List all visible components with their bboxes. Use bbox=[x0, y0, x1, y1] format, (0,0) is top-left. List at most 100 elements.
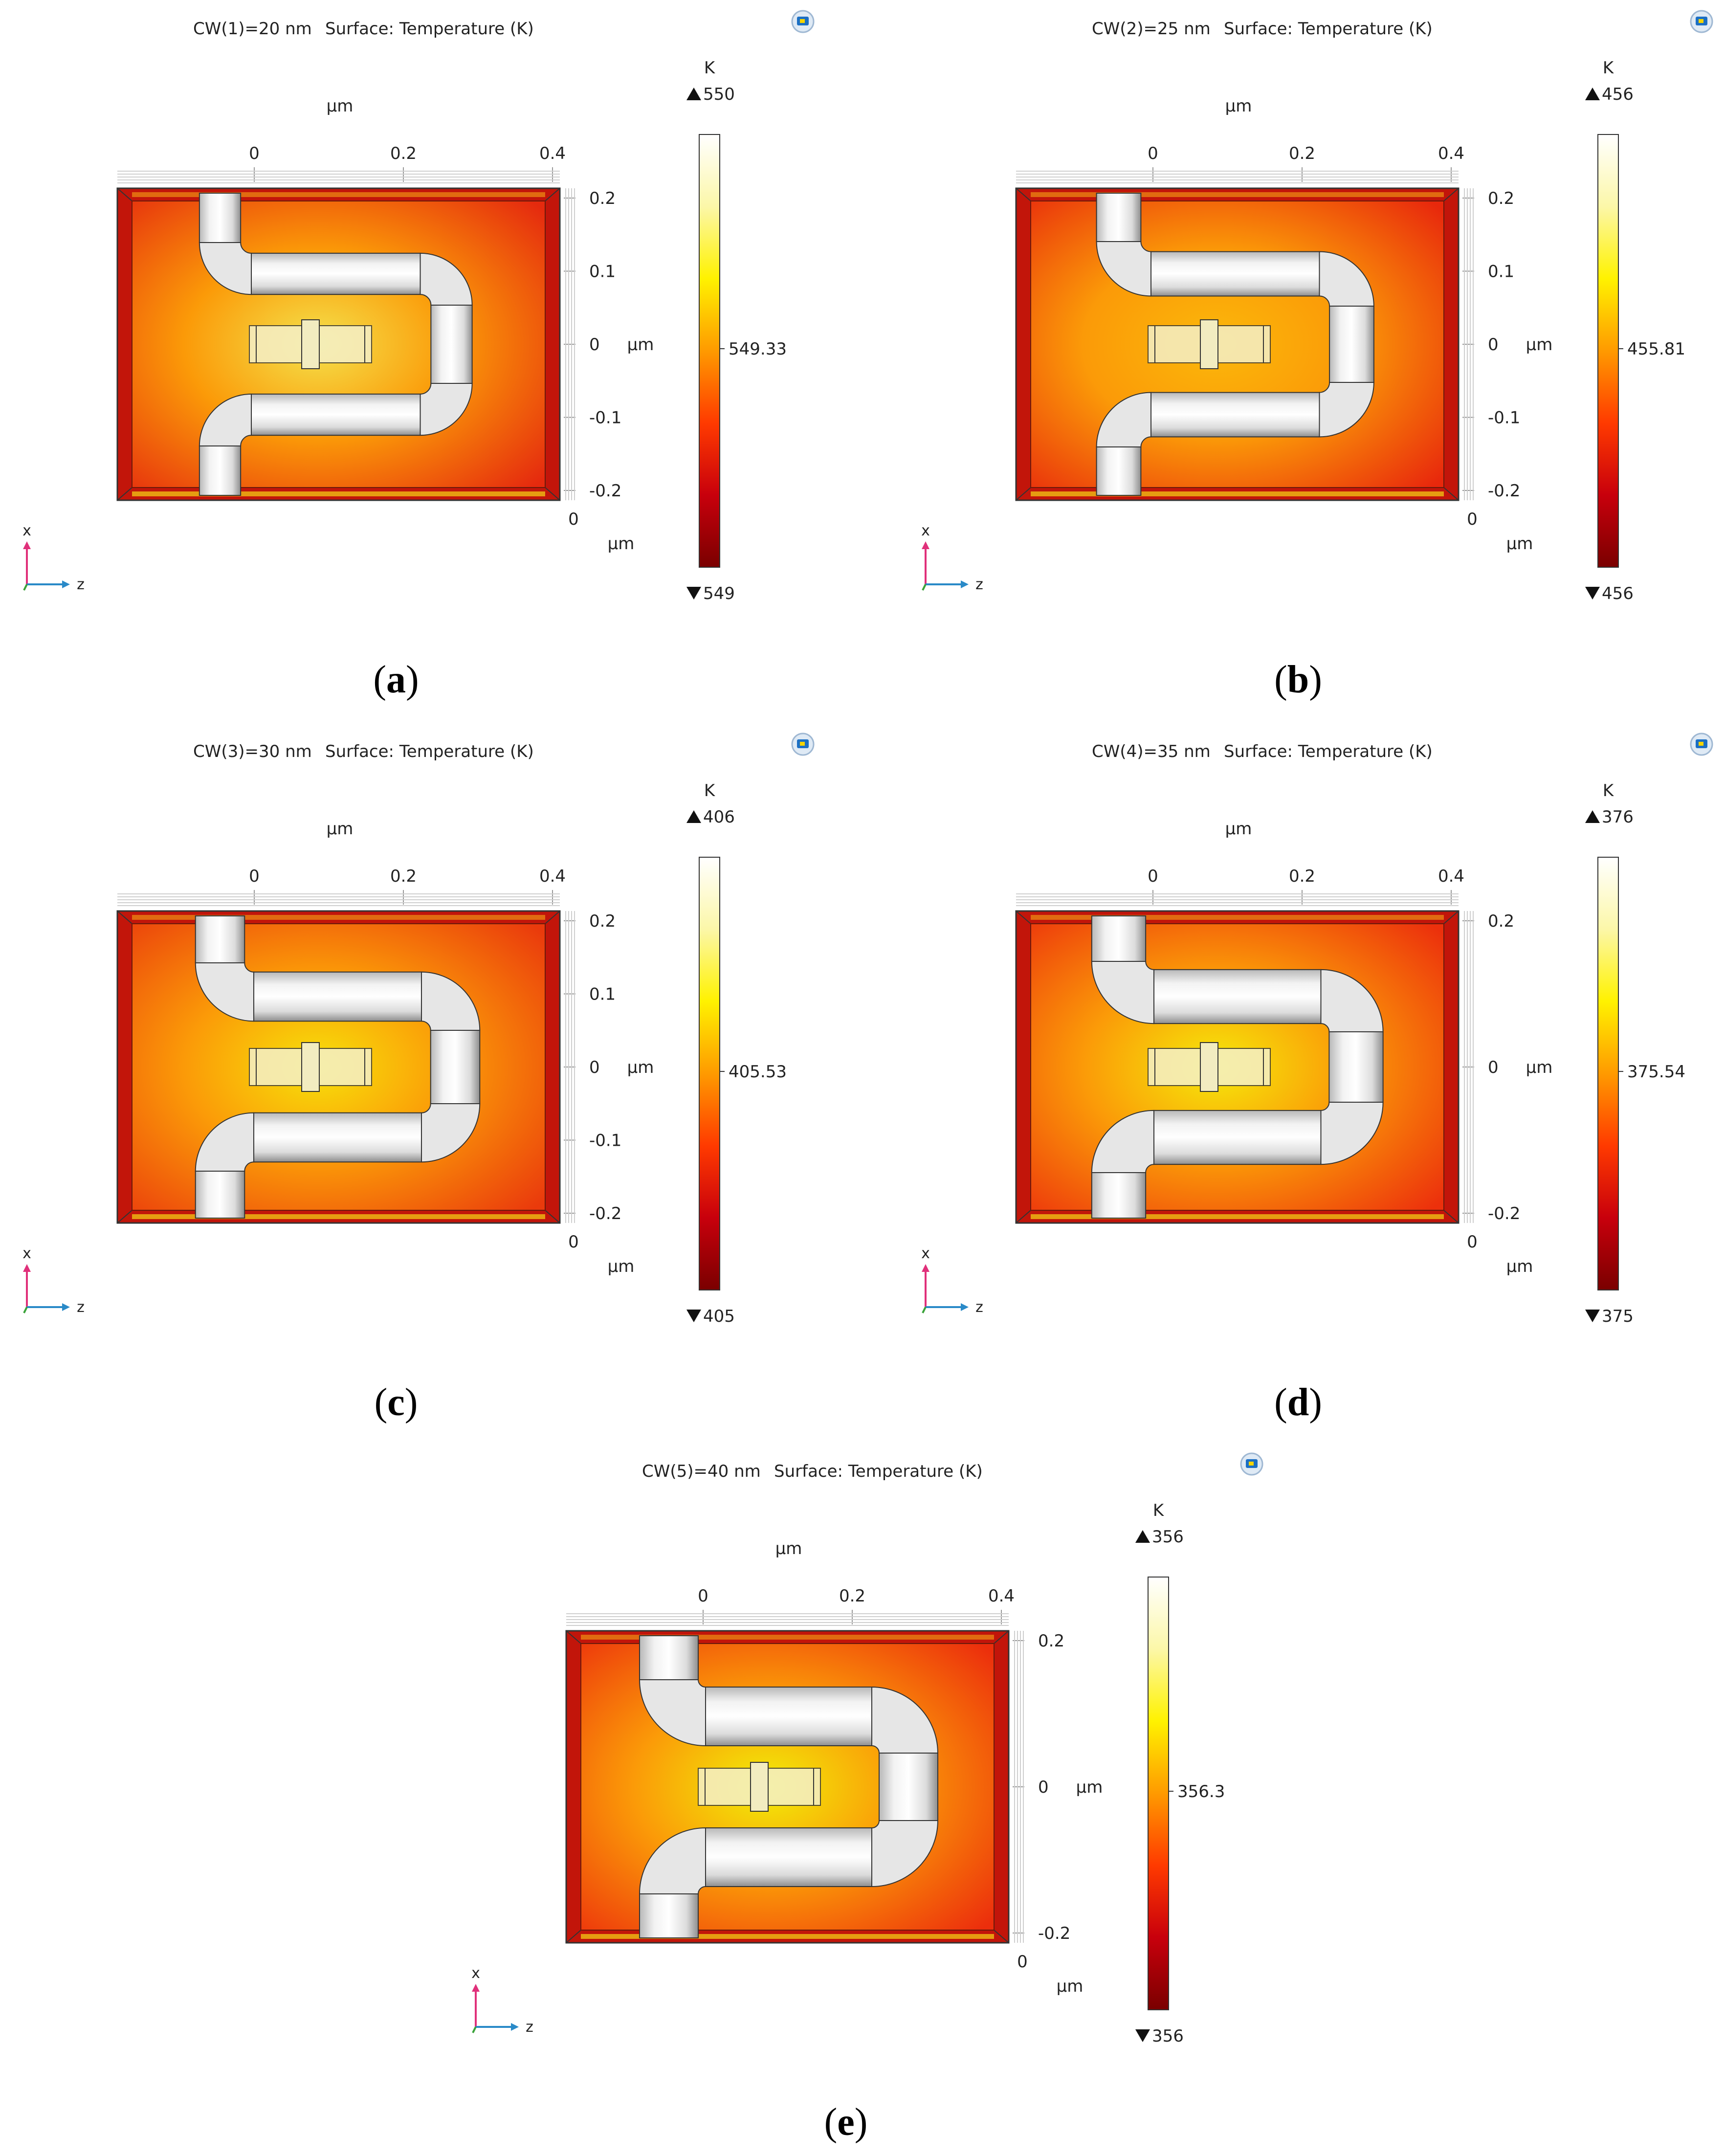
bevel-edge bbox=[1443, 487, 1459, 501]
panel-caption: (d) bbox=[1200, 1380, 1396, 1425]
parameter-label: CW(3)=30 nm bbox=[193, 742, 312, 761]
caption-open-paren: ( bbox=[373, 658, 386, 701]
x-axis-unit: μm bbox=[627, 1058, 654, 1077]
plot-title: Surface: Temperature (K) bbox=[774, 1462, 983, 1481]
caption-letter: e bbox=[837, 2101, 855, 2144]
colorbar-max-label: 406 bbox=[703, 807, 735, 827]
gate-contact bbox=[301, 1042, 320, 1092]
wire-segment bbox=[195, 1171, 245, 1219]
triad-z-label: z bbox=[77, 1299, 85, 1316]
bevel-edge bbox=[1443, 1210, 1459, 1223]
wire-segment bbox=[1150, 392, 1320, 438]
x-axis-unit: μm bbox=[1526, 335, 1553, 355]
x-axis-unit-bottom: μm bbox=[608, 534, 635, 554]
caption-letter: a bbox=[386, 658, 406, 701]
caption-letter: b bbox=[1287, 658, 1309, 701]
wire-segment bbox=[1096, 193, 1142, 242]
bevel-edge bbox=[117, 487, 133, 501]
inner-edge bbox=[1030, 200, 1444, 488]
caption-close-paren: ) bbox=[854, 2101, 868, 2144]
wire-segment bbox=[1329, 306, 1374, 383]
wire-segment bbox=[199, 445, 242, 496]
bevel-edge bbox=[994, 1630, 1009, 1644]
z-tick-label: 0 bbox=[1148, 867, 1158, 886]
triad-x-arrow-icon bbox=[472, 1984, 480, 1992]
wire-segment bbox=[195, 915, 245, 963]
z-tick-label: 0.4 bbox=[539, 867, 566, 886]
plot-title: Surface: Temperature (K) bbox=[1224, 742, 1433, 761]
wire-bend bbox=[639, 1679, 706, 1747]
max-triangle-icon bbox=[1135, 1530, 1150, 1543]
x-tick-label: -0.2 bbox=[589, 1204, 621, 1223]
caption-open-paren: ( bbox=[1274, 658, 1287, 701]
inner-edge bbox=[1030, 923, 1444, 1211]
triad-z-arrow-icon bbox=[62, 580, 70, 588]
z-tick-label: 0.4 bbox=[539, 144, 566, 163]
x-tick-label: 0.1 bbox=[589, 985, 616, 1004]
panel-plot: CW(1)=20 nm Surface: Temperature (K) μm 0 0.… bbox=[22, 10, 815, 603]
panel-caption: (a) bbox=[298, 658, 494, 702]
wire-bend bbox=[199, 242, 252, 295]
colorbar-max-label: 456 bbox=[1602, 85, 1634, 104]
max-triangle-icon bbox=[686, 88, 701, 100]
wire-bend bbox=[1320, 969, 1384, 1032]
x-tick-label: 0.2 bbox=[1038, 1631, 1064, 1651]
triad-z-label: z bbox=[526, 2019, 533, 2036]
triad-z-label: z bbox=[975, 576, 983, 593]
caption-open-paren: ( bbox=[1274, 1381, 1287, 1424]
bevel-edge bbox=[1016, 188, 1031, 201]
triad-x-arrow-icon bbox=[23, 1264, 31, 1272]
comsol-icon bbox=[1690, 10, 1713, 33]
bevel-edge bbox=[1016, 1210, 1031, 1223]
panel-plot: CW(3)=30 nm Surface: Temperature (K) μm 0 0.… bbox=[22, 733, 815, 1326]
colorbar bbox=[1148, 1577, 1169, 2010]
triad-y-axis bbox=[922, 584, 927, 591]
max-triangle-icon bbox=[1585, 88, 1600, 100]
wire-segment bbox=[1091, 1172, 1147, 1219]
wire-segment bbox=[1091, 915, 1147, 962]
triad-x-label: x bbox=[22, 522, 31, 539]
bevel-edge bbox=[117, 911, 133, 924]
z-tick-label: 0 bbox=[249, 144, 260, 163]
plot-title: Surface: Temperature (K) bbox=[1224, 19, 1433, 39]
colorbar-unit: K bbox=[1603, 781, 1614, 800]
colorbar-min-label: 456 bbox=[1602, 584, 1634, 603]
rim-top bbox=[581, 1635, 994, 1640]
z-axis-unit: μm bbox=[775, 1539, 802, 1558]
inner-edge bbox=[132, 200, 546, 488]
corner-tick-label: 0 bbox=[1467, 1232, 1478, 1252]
panel-plot: CW(5)=40 nm Surface: Temperature (K) μm 0 0.… bbox=[471, 1452, 1263, 2046]
wire-segment bbox=[639, 1893, 699, 1938]
panel-d: CW(4)=35 nm Surface: Temperature (K) μm 0 0.… bbox=[899, 723, 1725, 1393]
x-axis-unit-bottom: μm bbox=[608, 1257, 635, 1276]
comsol-icon bbox=[1690, 733, 1713, 756]
x-axis-unit-bottom: μm bbox=[1057, 1977, 1084, 1996]
bevel-edge bbox=[545, 1210, 560, 1223]
x-tick-label: 0.2 bbox=[1488, 911, 1514, 931]
plot-title: Surface: Temperature (K) bbox=[325, 19, 534, 39]
colorbar-max-label: 376 bbox=[1602, 807, 1634, 827]
corner-tick-label: 0 bbox=[568, 1232, 579, 1252]
caption-close-paren: ) bbox=[1309, 658, 1322, 701]
triad-x-arrow-icon bbox=[23, 541, 31, 549]
x-tick-label: 0.2 bbox=[1488, 189, 1514, 208]
x-tick-label: 0.2 bbox=[589, 189, 616, 208]
nanowire bbox=[1091, 915, 1384, 1219]
colorbar-min-label: 549 bbox=[703, 584, 735, 603]
x-tick-label: 0 bbox=[589, 1058, 600, 1077]
wire-segment bbox=[639, 1635, 699, 1680]
triad-x-arrow-icon bbox=[922, 1264, 929, 1272]
colorbar-max-label: 356 bbox=[1152, 1527, 1184, 1547]
gate-contact bbox=[301, 319, 320, 369]
nanowire bbox=[195, 915, 481, 1219]
triad-z-label: z bbox=[975, 1299, 983, 1316]
wire-segment bbox=[879, 1753, 938, 1821]
comsol-icon bbox=[791, 733, 815, 756]
rim-bottom bbox=[132, 491, 545, 496]
caption-open-paren: ( bbox=[824, 2101, 838, 2144]
colorbar-mid-label: 375.54 bbox=[1627, 1062, 1685, 1082]
triad-x-label: x bbox=[921, 1245, 930, 1262]
corner-tick-label: 0 bbox=[1017, 1952, 1028, 1972]
colorbar-mid-label: 455.81 bbox=[1627, 339, 1685, 359]
parameter-label: CW(5)=40 nm bbox=[642, 1462, 761, 1481]
